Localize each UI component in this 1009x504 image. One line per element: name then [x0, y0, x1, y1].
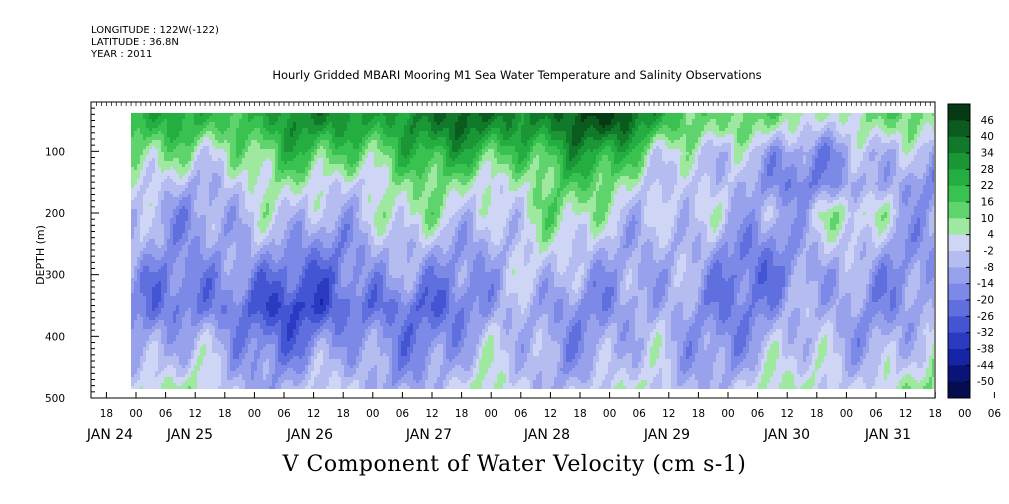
- colorbar-label: -20: [977, 295, 994, 307]
- x-hour-tick-label: 06: [869, 408, 883, 420]
- x-hour-tick-label: 06: [633, 408, 647, 420]
- x-hour-tick-label: 12: [544, 408, 557, 420]
- colorbar: 46 40 34 28 22 16 10 4 -2 -8 -14 -20 -26 -32 -38 -44 -50: [947, 103, 995, 399]
- x-hour-tick-label: 12: [899, 408, 912, 420]
- colorbar-swatch: [948, 104, 970, 121]
- colorbar-label: -50: [977, 376, 994, 388]
- colorbar-swatch: [948, 234, 970, 252]
- colorbar-swatch: [948, 120, 970, 138]
- x-hour-tick-label: 00: [721, 408, 734, 420]
- x-date-label: JAN 29: [643, 427, 690, 443]
- x-hour-tick-label: 06: [988, 408, 1002, 420]
- colorbar-swatch: [948, 283, 970, 301]
- colorbar-swatch: [948, 381, 970, 399]
- colorbar-label: -2: [984, 246, 994, 258]
- colorbar-label: -26: [977, 311, 994, 323]
- colorbar-swatch: [948, 300, 970, 317]
- x-hour-tick-label: 18: [218, 408, 231, 420]
- x-hour-tick-label: 18: [455, 408, 468, 420]
- x-hour-tick-label: 06: [159, 408, 173, 420]
- x-hour-tick-label: 12: [307, 408, 320, 420]
- x-hour-tick-label: 18: [692, 408, 705, 420]
- year-label: YEAR : 2011: [91, 49, 152, 60]
- x-hour-tick-label: 00: [958, 408, 971, 420]
- x-hour-tick-label: 06: [514, 408, 528, 420]
- colorbar-swatch: [948, 153, 970, 170]
- colorbar-label: 4: [987, 229, 994, 241]
- colorbar-swatch: [948, 349, 970, 366]
- x-hour-tick-label: 00: [366, 408, 379, 420]
- colorbar-swatch: [948, 332, 970, 350]
- chart-title: Hourly Gridded MBARI Mooring M1 Sea Wate…: [0, 68, 1009, 82]
- colorbar-swatch: [948, 365, 970, 383]
- colorbar-label: 34: [981, 148, 995, 160]
- x-hour-tick-label: 18: [929, 408, 942, 420]
- x-hour-tick-label: 06: [396, 408, 410, 420]
- x-hour-tick-label: 12: [189, 408, 202, 420]
- y-tick-label: 400: [45, 331, 65, 343]
- x-date-label: JAN 25: [166, 427, 213, 443]
- y-axis-label: DEPTH (m): [34, 225, 47, 285]
- y-tick-label: 100: [45, 146, 65, 158]
- colorbar-swatch: [948, 136, 970, 154]
- colorbar-label: -8: [984, 262, 994, 274]
- colorbar-label: -32: [977, 327, 994, 339]
- x-date-label: JAN 30: [763, 427, 810, 443]
- colorbar-label: 16: [981, 197, 995, 209]
- y-tick-label: 300: [45, 270, 65, 282]
- x-hour-tick-label: 00: [485, 408, 498, 420]
- x-hour-tick-label: 12: [662, 408, 675, 420]
- colorbar-label: -44: [977, 360, 994, 372]
- colorbar-label: 10: [981, 213, 994, 225]
- y-tick-label: 500: [45, 393, 65, 405]
- y-tick-label: 200: [45, 208, 65, 220]
- colorbar-label: 46: [981, 115, 995, 127]
- x-date-label: JAN 28: [523, 427, 570, 443]
- x-hour-tick-label: 06: [751, 408, 765, 420]
- x-hour-tick-label: 18: [810, 408, 823, 420]
- x-hour-tick-label: 12: [781, 408, 794, 420]
- x-axis: 18 00 06 12 18 00 06 12 18 00 06 12 18 00 06 12 18 00 06 12…: [86, 102, 1002, 443]
- x-hour-tick-label: 00: [840, 408, 853, 420]
- x-date-label: JAN 27: [405, 427, 452, 443]
- colorbar-swatch: [948, 267, 970, 285]
- colorbar-swatch: [948, 218, 970, 236]
- x-hour-tick-label: 18: [100, 408, 113, 420]
- longitude-label: LONGITUDE : 122W(-122): [91, 25, 219, 36]
- x-date-label: JAN 31: [864, 427, 911, 443]
- x-hour-tick-label: 18: [337, 408, 350, 420]
- colorbar-label: 28: [981, 164, 994, 176]
- x-axis-label: V Component of Water Velocity (cm s-1): [0, 452, 1009, 477]
- y-axis: 100 200 300 400 500: [45, 101, 99, 405]
- colorbar-label: 40: [981, 131, 994, 143]
- x-hour-tick-label: 00: [129, 408, 142, 420]
- colorbar-swatch: [948, 251, 970, 268]
- colorbar-label: -14: [977, 278, 994, 290]
- heatmap-field: [131, 113, 934, 389]
- colorbar-label: -38: [977, 344, 994, 356]
- colorbar-swatch: [948, 316, 970, 334]
- x-date-label: JAN 26: [286, 427, 333, 443]
- x-hour-tick-label: 00: [603, 408, 616, 420]
- x-hour-tick-label: 12: [425, 408, 438, 420]
- colorbar-swatch: [948, 185, 970, 203]
- colorbar-swatch: [948, 169, 970, 187]
- colorbar-label: 22: [981, 180, 994, 192]
- colorbar-swatch: [948, 202, 970, 219]
- x-hour-tick-label: 18: [573, 408, 586, 420]
- x-hour-tick-label: 06: [277, 408, 291, 420]
- x-hour-tick-label: 00: [248, 408, 261, 420]
- latitude-label: LATITUDE : 36.8N: [91, 37, 179, 48]
- x-date-label: JAN 24: [86, 427, 133, 443]
